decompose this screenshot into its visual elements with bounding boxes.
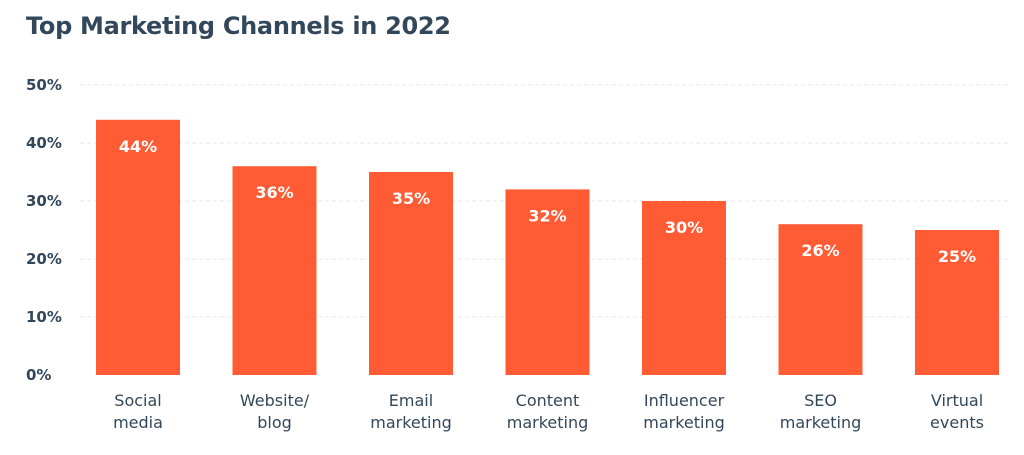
data-label: 26%	[801, 241, 839, 260]
x-tick-label: Virtual	[931, 391, 983, 410]
chart-title: Top Marketing Channels in 2022	[26, 12, 451, 40]
x-tick-label: Social	[114, 391, 161, 410]
x-tick-label: media	[113, 413, 163, 432]
y-tick-label: 40%	[26, 134, 62, 152]
x-tick-label: SEO	[804, 391, 837, 410]
x-tick-label: events	[930, 413, 984, 432]
data-label: 44%	[119, 137, 157, 156]
x-tick-label: Content	[516, 391, 580, 410]
y-tick-label: 50%	[26, 76, 62, 94]
data-label: 35%	[392, 189, 430, 208]
x-tick-label: Influencer	[644, 391, 725, 410]
x-tick-label: marketing	[643, 413, 725, 432]
x-axis-category-labels: Social media Website/blog Email marketing Con…	[113, 391, 984, 432]
bar	[778, 224, 863, 375]
bar	[369, 172, 453, 375]
data-label: 36%	[255, 183, 293, 202]
data-label: 32%	[528, 206, 566, 225]
bar	[505, 189, 590, 375]
bar	[915, 230, 999, 375]
bars	[96, 119, 999, 375]
x-tick-label: marketing	[370, 413, 452, 432]
bar	[232, 166, 317, 375]
y-tick-label: 20%	[26, 250, 62, 268]
bar	[642, 201, 726, 375]
x-tick-label: marketing	[780, 413, 862, 432]
y-tick-label: 30%	[26, 192, 62, 210]
bar	[96, 119, 180, 375]
x-tick-label: Website/	[240, 391, 310, 410]
y-axis-tick-labels: 0% 10% 20% 30% 40% 50%	[26, 76, 62, 384]
x-tick-label: blog	[257, 413, 292, 432]
data-label: 25%	[938, 247, 976, 266]
y-tick-label: 0%	[26, 366, 51, 384]
x-tick-label: Email	[389, 391, 433, 410]
y-tick-label: 10%	[26, 308, 62, 326]
x-tick-label: marketing	[507, 413, 589, 432]
data-label: 30%	[665, 218, 703, 237]
data-labels: 44% 36% 35% 32% 30% 26% 25%	[119, 137, 976, 266]
